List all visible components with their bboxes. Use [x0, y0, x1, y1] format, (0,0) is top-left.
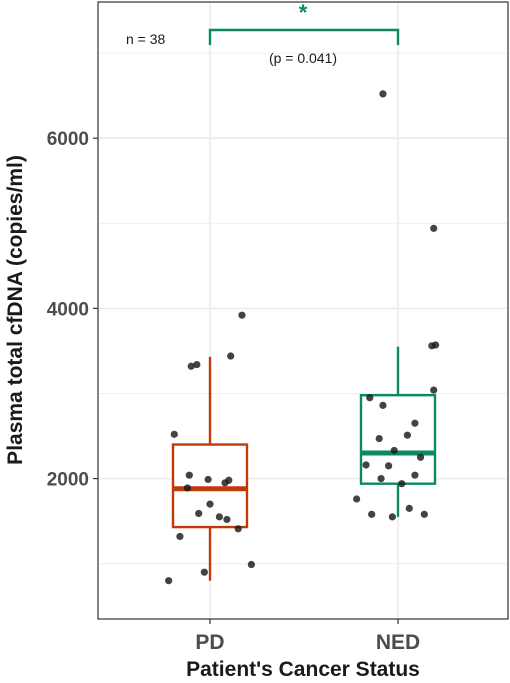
significance-star: * [299, 0, 308, 25]
data-point [215, 513, 223, 521]
y-axis-title: Plasma total cfDNA (copies/ml) [4, 155, 27, 465]
data-point [385, 462, 393, 470]
data-point [223, 515, 231, 524]
data-point [176, 532, 184, 541]
interquartile-box [171, 443, 249, 529]
bracket-line [208, 28, 400, 45]
data-point [165, 577, 173, 585]
y-axis-ticks: 2000 4000 6000 [47, 129, 98, 491]
data-point [206, 500, 214, 508]
data-point [353, 495, 361, 503]
data-point [227, 352, 235, 360]
data-point [405, 504, 413, 512]
data-point [411, 419, 419, 427]
data-point [420, 510, 428, 518]
p-value-label: (p = 0.041) [269, 50, 337, 66]
data-point [430, 386, 438, 394]
data-point [185, 471, 193, 479]
n-label: n = 38 [126, 31, 166, 47]
data-point [379, 90, 387, 98]
data-point [187, 362, 195, 370]
data-point [411, 471, 419, 479]
data-point [247, 560, 255, 569]
data-point [234, 525, 242, 533]
box-pd [171, 356, 249, 581]
data-point [430, 224, 438, 232]
box-ned [359, 346, 437, 517]
data-point [193, 360, 201, 369]
data-point [183, 484, 192, 492]
data-point [225, 476, 233, 484]
data-point [170, 430, 178, 438]
x-tick-label: NED [376, 631, 420, 654]
y-tick-label: 4000 [47, 299, 89, 320]
data-point [416, 453, 425, 461]
significance-bracket [208, 28, 400, 45]
y-tick-label: 2000 [47, 470, 89, 491]
data-point [362, 461, 370, 469]
data-point [238, 311, 246, 319]
data-point [375, 434, 383, 443]
data-point [366, 394, 374, 402]
data-points [165, 90, 440, 585]
boxes [171, 346, 437, 581]
data-point [204, 475, 212, 484]
y-tick-label: 6000 [47, 129, 89, 150]
data-point [377, 474, 385, 483]
data-point [432, 341, 440, 349]
panel-border [97, 1, 509, 620]
data-point [388, 513, 396, 521]
x-tick-label: PD [195, 631, 224, 654]
data-point [195, 509, 203, 518]
data-point [200, 568, 208, 576]
x-axis-title: Patient's Cancer Status [186, 658, 420, 681]
grid-lines [98, 2, 508, 619]
interquartile-box [359, 393, 437, 485]
data-point [398, 480, 406, 488]
data-point [379, 401, 387, 409]
data-point [403, 431, 411, 439]
data-point [390, 446, 398, 455]
data-point [368, 510, 376, 518]
x-axis-ticks: PD NED [195, 619, 420, 654]
